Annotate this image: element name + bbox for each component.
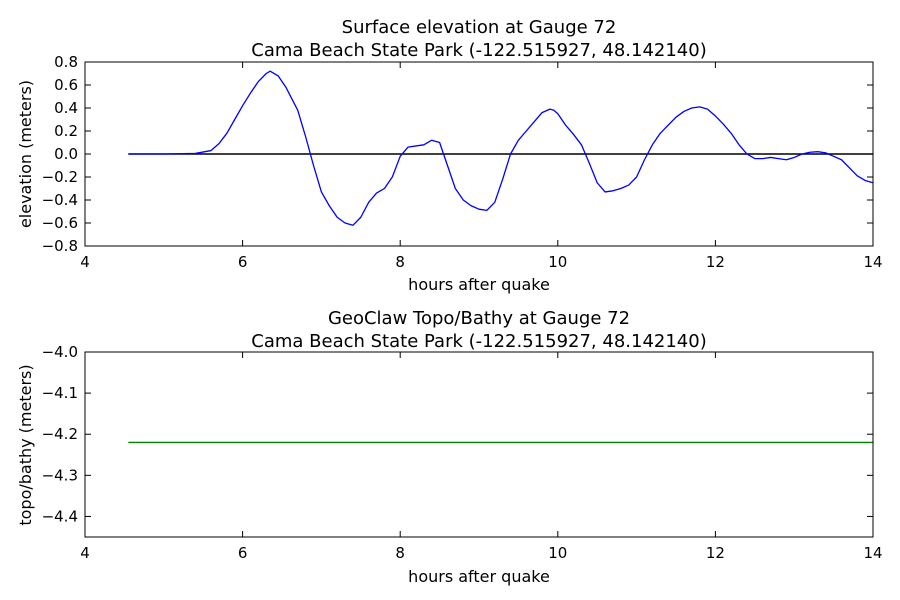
- y-tick-label: −4.0: [42, 343, 78, 361]
- y-tick-label: 0.6: [54, 76, 78, 94]
- x-tick-label: 8: [395, 253, 405, 271]
- y-axis-label: elevation (meters): [16, 80, 35, 228]
- x-tick-label: 4: [80, 253, 90, 271]
- y-axis-label: topo/bathy (meters): [16, 364, 35, 525]
- y-tick-label: −0.2: [42, 168, 78, 186]
- x-tick-label: 6: [238, 253, 248, 271]
- x-tick-label: 8: [395, 544, 405, 562]
- y-tick-label: −0.4: [42, 191, 78, 209]
- series-line-elevation: [128, 70, 874, 226]
- x-tick-label: 10: [548, 253, 567, 271]
- y-tick-label: 0.8: [54, 53, 78, 71]
- chart-topo-bathy: GeoClaw Topo/Bathy at Gauge 72 Cama Beac…: [16, 308, 883, 586]
- x-tick-label: 10: [548, 544, 567, 562]
- x-axis-label: hours after quake: [408, 275, 550, 294]
- x-tick-label: 6: [238, 544, 248, 562]
- y-tick-label: −4.3: [42, 466, 78, 484]
- chart-elevation: Surface elevation at Gauge 72 Cama Beach…: [16, 17, 883, 294]
- x-tick-label: 4: [80, 544, 90, 562]
- plot-frame: [84, 61, 874, 247]
- tick-labels: 4 6 8 10 12 14 0.8 0.6 0.4 0.2 0.0 −0.2 −0.4 −0.6 −0.8: [42, 53, 883, 271]
- x-tick-label: 14: [863, 544, 882, 562]
- chart-title: GeoClaw Topo/Bathy at Gauge 72: [328, 308, 630, 329]
- x-axis-label: hours after quake: [408, 567, 550, 586]
- y-tick-label: −4.4: [42, 507, 78, 525]
- x-tick-label: 12: [706, 253, 725, 271]
- y-tick-label: 0.2: [54, 122, 78, 140]
- x-tick-label: 14: [863, 253, 882, 271]
- y-tick-label: −4.1: [42, 384, 78, 402]
- y-tick-label: 0.4: [54, 99, 78, 117]
- y-tick-label: −0.8: [42, 237, 78, 255]
- tick-labels: 4 6 8 10 12 14 −4.0 −4.1 −4.2 −4.3 −4.4: [42, 343, 883, 562]
- chart-subtitle: Cama Beach State Park (-122.515927, 48.1…: [251, 40, 706, 61]
- chart-title: Surface elevation at Gauge 72: [342, 17, 617, 38]
- x-tick-label: 12: [706, 544, 725, 562]
- plot-frame: [84, 351, 874, 538]
- y-tick-label: −4.2: [42, 425, 78, 443]
- y-tick-label: −0.6: [42, 214, 78, 232]
- chart-subtitle: Cama Beach State Park (-122.515927, 48.1…: [251, 331, 706, 352]
- y-tick-label: 0.0: [54, 145, 78, 163]
